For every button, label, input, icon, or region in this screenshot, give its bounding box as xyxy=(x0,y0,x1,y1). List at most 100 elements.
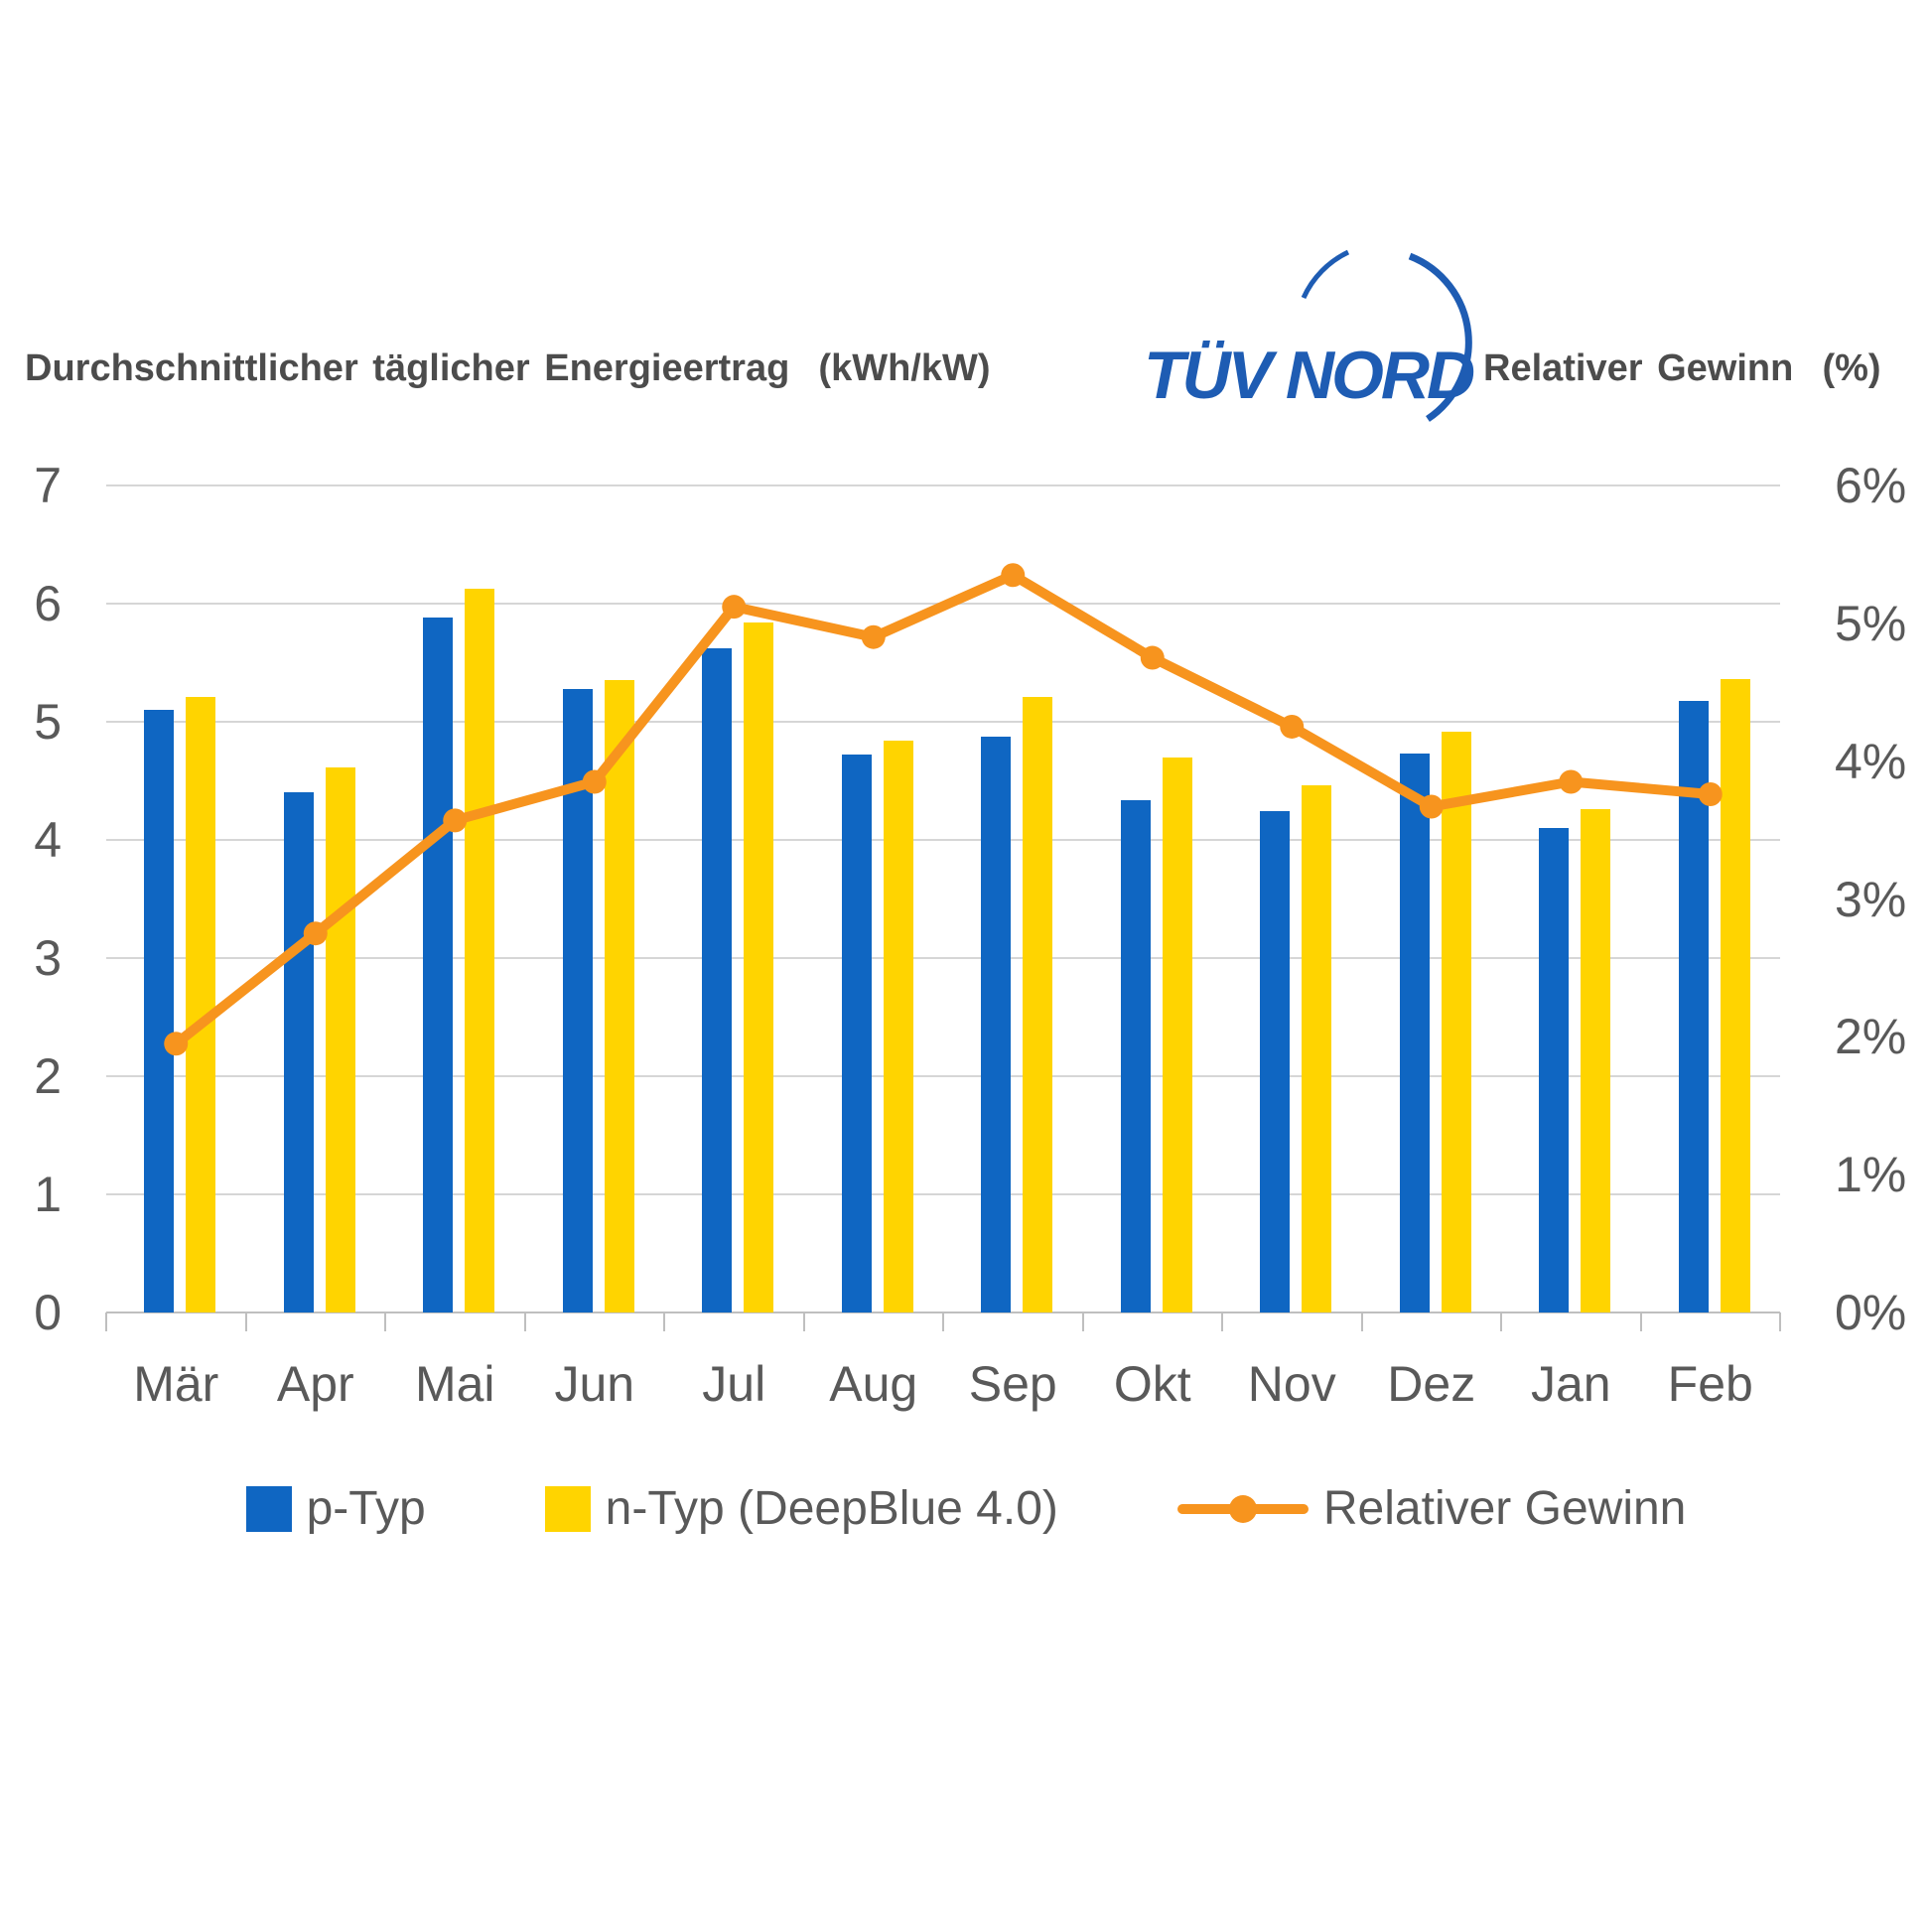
bar-n-Typ (DeepBlue 4.0)-Okt xyxy=(1162,757,1192,1312)
bar-n-Typ (DeepBlue 4.0)-Dez xyxy=(1441,731,1471,1312)
legend-item-gewinn: Relativer Gewinn xyxy=(1176,1481,1687,1536)
bar-p-Typ-Jan xyxy=(1539,828,1569,1312)
logo-circle-arc xyxy=(1408,252,1472,422)
right-axis-label-2%: 2% xyxy=(1835,1009,1907,1065)
x-axis-label-Jul: Jul xyxy=(702,1356,766,1412)
x-axis-tick xyxy=(663,1312,665,1331)
x-axis-tick xyxy=(1081,1312,1084,1331)
gain-point-Nov xyxy=(1280,714,1305,739)
x-axis-tick xyxy=(105,1312,107,1331)
bar-n-Typ (DeepBlue 4.0)-Apr xyxy=(325,767,355,1312)
right-axis-label-3%: 3% xyxy=(1835,871,1907,927)
x-axis-tick xyxy=(1221,1312,1223,1331)
left-axis-label-1: 1 xyxy=(34,1167,62,1222)
gain-point-Okt xyxy=(1140,645,1165,670)
bar-n-Typ (DeepBlue 4.0)-Mai xyxy=(465,588,494,1312)
gewinn-line-sample xyxy=(1176,1485,1309,1533)
bar-p-Typ-Nov xyxy=(1260,811,1290,1312)
bar-n-Typ (DeepBlue 4.0)-Nov xyxy=(1302,785,1331,1312)
x-axis-tick xyxy=(1639,1312,1642,1331)
x-axis-tick xyxy=(384,1312,386,1331)
left-axis-label-0: 0 xyxy=(34,1285,62,1340)
x-axis-label-Jan: Jan xyxy=(1530,1356,1611,1412)
legend-label-p-typ: p-Typ xyxy=(306,1482,426,1535)
gridline-1 xyxy=(106,1193,1780,1195)
gain-line-layer xyxy=(164,563,1723,1056)
x-axis-label-Feb: Feb xyxy=(1667,1356,1753,1412)
bar-n-Typ (DeepBlue 4.0)-Feb xyxy=(1720,679,1750,1312)
x-axis-tick xyxy=(244,1312,247,1331)
x-axis-tick xyxy=(1500,1312,1502,1331)
left-axis-label-5: 5 xyxy=(34,694,62,750)
x-axis-label-Mär: Mär xyxy=(133,1356,219,1412)
logo-circle-arc-small xyxy=(1301,249,1350,300)
p-typ-swatch xyxy=(245,1485,292,1532)
x-axis-label-Apr: Apr xyxy=(276,1356,354,1412)
gain-line xyxy=(171,570,1716,1049)
bar-p-Typ-Okt xyxy=(1120,799,1151,1312)
x-axis-label-Nov: Nov xyxy=(1247,1356,1336,1412)
bar-p-Typ-Apr xyxy=(283,792,314,1312)
bar-p-Typ-Mai xyxy=(423,618,453,1312)
right-axis-label-5%: 5% xyxy=(1835,595,1907,651)
right-axis-label-6%: 6% xyxy=(1835,458,1907,513)
gain-point-Aug xyxy=(861,624,886,649)
left-axis-title: Durchschnittlicher täglicher Energieertr… xyxy=(25,347,991,389)
legend: p-Typ n-Typ (DeepBlue 4.0) Relativer Gew… xyxy=(0,1481,1932,1536)
x-axis-label-Jun: Jun xyxy=(554,1356,635,1412)
gridline-7 xyxy=(106,484,1780,486)
right-axis-label-1%: 1% xyxy=(1835,1147,1907,1203)
left-axis-label-4: 4 xyxy=(34,812,62,868)
bar-n-Typ (DeepBlue 4.0)-Jun xyxy=(604,680,634,1312)
x-axis-label-Dez: Dez xyxy=(1387,1356,1476,1412)
left-axis-label-3: 3 xyxy=(34,930,62,986)
x-axis-label-Sep: Sep xyxy=(968,1356,1057,1412)
x-axis-label-Mai: Mai xyxy=(414,1356,495,1412)
bar-n-Typ (DeepBlue 4.0)-Sep xyxy=(1023,697,1052,1312)
x-axis-tick xyxy=(1779,1312,1781,1331)
logo-text: TÜV NORD xyxy=(1144,338,1474,413)
left-axis-label-2: 2 xyxy=(34,1048,62,1104)
x-axis-label-Okt: Okt xyxy=(1113,1356,1191,1412)
bar-p-Typ-Dez xyxy=(1399,754,1430,1312)
gain-point-Mär xyxy=(164,1032,189,1056)
x-axis-tick xyxy=(523,1312,526,1331)
bar-p-Typ-Aug xyxy=(841,755,872,1312)
gain-point-Feb xyxy=(1698,781,1723,806)
gain-point-Sep xyxy=(1001,563,1026,588)
gain-point-Jul xyxy=(722,595,747,620)
gridline-2 xyxy=(106,1075,1780,1077)
legend-item-p-typ: p-Typ xyxy=(245,1481,426,1536)
right-axis-label-0%: 0% xyxy=(1835,1285,1907,1340)
legend-item-n-typ: n-Typ (DeepBlue 4.0) xyxy=(544,1481,1058,1536)
bar-n-Typ (DeepBlue 4.0)-Jan xyxy=(1581,809,1610,1312)
bar-p-Typ-Sep xyxy=(981,737,1011,1312)
right-axis-label-4%: 4% xyxy=(1835,733,1907,789)
left-axis-label-7: 7 xyxy=(34,458,62,513)
bar-p-Typ-Mär xyxy=(144,710,174,1312)
bar-n-Typ (DeepBlue 4.0)-Jul xyxy=(744,622,773,1312)
bar-p-Typ-Jul xyxy=(702,648,732,1312)
x-axis-tick xyxy=(1360,1312,1363,1331)
gain-point-Dez xyxy=(1419,794,1444,819)
gain-point-Apr xyxy=(303,921,328,946)
gain-point-Jan xyxy=(1559,769,1584,794)
bar-n-Typ (DeepBlue 4.0)-Aug xyxy=(883,741,913,1312)
gridline-5 xyxy=(106,721,1780,723)
legend-label-gewinn: Relativer Gewinn xyxy=(1322,1482,1687,1535)
x-axis-tick xyxy=(942,1312,944,1331)
bar-n-Typ (DeepBlue 4.0)-Mär xyxy=(186,697,215,1312)
x-axis-label-Aug: Aug xyxy=(829,1356,918,1412)
left-axis-label-6: 6 xyxy=(34,576,62,631)
x-axis-tick xyxy=(802,1312,805,1331)
gridline-4 xyxy=(106,839,1780,841)
tuv-nord-logo: TÜV NORD xyxy=(1144,249,1477,422)
gain-point-Jun xyxy=(582,769,607,794)
gewinn-marker-icon xyxy=(1228,1494,1257,1523)
legend-label-n-typ: n-Typ (DeepBlue 4.0) xyxy=(605,1482,1058,1535)
plot-area xyxy=(105,484,1781,1331)
gain-point-Mai xyxy=(443,808,468,833)
gridline-3 xyxy=(106,957,1780,959)
right-axis-title: Relativer Gewinn (%) xyxy=(1483,347,1881,389)
